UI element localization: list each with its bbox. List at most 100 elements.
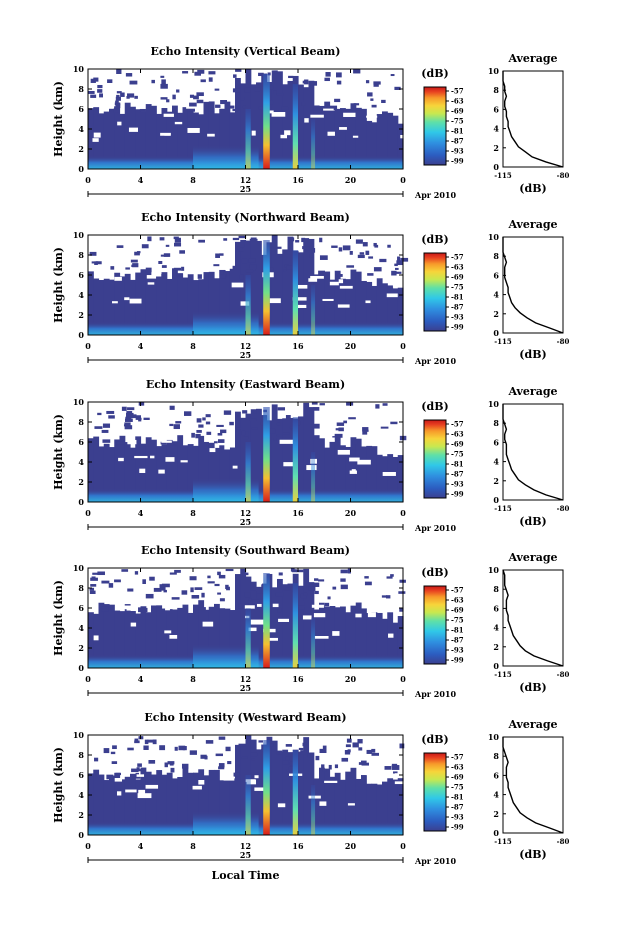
echo-gap (338, 279, 344, 284)
average-profile-line (502, 569, 564, 667)
colorbar-tick-label: -81 (451, 293, 464, 302)
echo-column (334, 270, 341, 335)
average-frame (502, 70, 564, 168)
x-tick-label: 20 (345, 341, 357, 351)
echo-column (277, 71, 283, 169)
x-tick-label: 4 (138, 508, 144, 518)
echo-column (214, 769, 220, 835)
echo-patch (127, 407, 135, 411)
echo-gap (392, 283, 402, 288)
echo-patch (95, 261, 102, 265)
echo-patch (110, 266, 115, 270)
echo-patch (145, 593, 154, 599)
echo-gap (366, 115, 378, 118)
echo-patch (165, 244, 170, 247)
echo-patch (355, 239, 363, 244)
echo-column (140, 111, 147, 169)
echo-patch (160, 97, 168, 100)
y-tick-label: 0 (78, 330, 84, 340)
echo-patch (136, 251, 141, 254)
echo-gap (164, 133, 170, 136)
echo-patch (223, 410, 232, 415)
echo-column (177, 273, 184, 335)
echo-column (366, 783, 373, 835)
echo-patch (88, 90, 95, 94)
echo-gap (280, 134, 288, 139)
echo-patch (218, 574, 226, 579)
echo-patch (121, 569, 129, 572)
echo-column (224, 447, 231, 502)
colorbar-tick-label: -87 (451, 303, 464, 312)
echo-patch (373, 242, 377, 247)
echo-gap (347, 803, 355, 806)
echo-patch (267, 100, 274, 105)
echo-column (397, 778, 404, 835)
storm-core (263, 407, 270, 502)
echo-patch (134, 95, 138, 99)
echo-column (177, 776, 184, 835)
storm-core (292, 417, 298, 502)
echo-patch (160, 441, 167, 445)
colorbar-tick-label: -75 (451, 616, 464, 625)
echo-column (387, 778, 394, 835)
y-tick-label: 10 (73, 397, 85, 407)
x-tick-label: 0 (85, 175, 91, 185)
echo-gap (310, 114, 324, 118)
echo-patch (215, 104, 221, 108)
echo-column (103, 443, 110, 502)
echo-patch (374, 244, 379, 248)
colorbar-tick-label: -57 (451, 253, 464, 262)
echo-patch (353, 103, 360, 106)
echo-patch (302, 742, 307, 747)
echo-column (193, 280, 199, 335)
echo-patch (127, 93, 135, 98)
echo-patch (238, 603, 246, 609)
echo-patch (307, 753, 314, 758)
echo-gap (118, 457, 124, 462)
echo-column (140, 269, 147, 335)
colorbar-tick-label: -99 (451, 656, 464, 665)
colorbar-tick-label: -93 (451, 480, 464, 489)
echo-patch (277, 407, 286, 411)
echo-column (119, 113, 126, 169)
x-tick-label: 4 (138, 674, 144, 684)
echo-patch (169, 572, 177, 575)
echo-gap (128, 127, 139, 132)
colorbar-tick-label: -57 (451, 753, 464, 762)
average-x-label: (dB) (519, 348, 546, 361)
echo-patch (382, 403, 388, 406)
day-label: 25 (240, 517, 251, 527)
echo-patch (393, 771, 398, 774)
echo-column (298, 252, 304, 335)
echo-column (161, 608, 168, 668)
echo-gap (224, 444, 230, 450)
echo-column (140, 767, 147, 835)
x-tick-label: 20 (345, 508, 357, 518)
echo-patch (127, 588, 134, 592)
echo-patch (116, 441, 125, 445)
echo-gap (180, 460, 188, 463)
echo-patch (366, 749, 372, 754)
echo-column (350, 767, 357, 835)
echo-column (182, 768, 189, 835)
echo-patch (362, 242, 368, 247)
echo-column (340, 445, 346, 502)
echo-patch (189, 576, 197, 581)
average-x-tick: -80 (557, 504, 570, 513)
echo-patch (161, 583, 170, 588)
date-label: Apr 2010 (414, 523, 457, 533)
average-y-tick: 0 (493, 828, 499, 838)
echo-patch (217, 592, 222, 595)
echo-gap (327, 131, 335, 136)
echo-patch (400, 257, 409, 262)
echo-gap (264, 637, 278, 641)
colorbar-tick-label: -75 (451, 117, 464, 126)
echo-patch (229, 421, 234, 426)
echo-patch (319, 237, 323, 243)
echo-patch (194, 71, 201, 76)
echo-column (198, 435, 205, 502)
echo-patch (367, 273, 374, 276)
echo-patch (108, 583, 114, 588)
echo-patch (282, 760, 289, 765)
colorbar-tick-label: -69 (451, 606, 464, 615)
